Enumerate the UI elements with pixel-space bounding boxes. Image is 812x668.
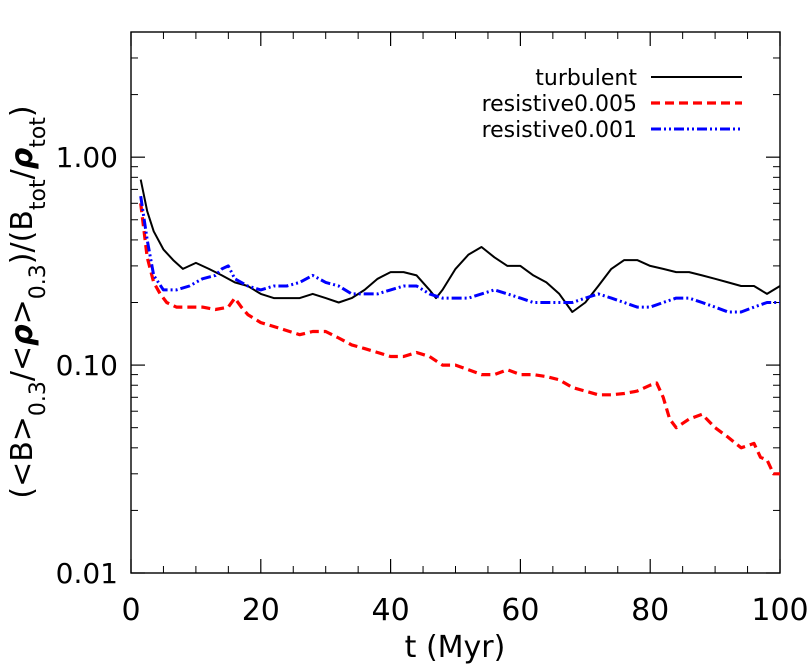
y-label-part: /< (5, 346, 40, 381)
y-label-part: ρ (5, 148, 40, 169)
y-label-part: tot (26, 117, 51, 148)
y-label-part: ) (5, 105, 40, 117)
x-tick-label: 0 (121, 593, 140, 628)
legend-label: turbulent (535, 66, 637, 91)
legend-label: resistive0.001 (482, 118, 637, 143)
x-tick-label: 20 (242, 593, 280, 628)
x-tick-label: 60 (501, 593, 539, 628)
x-axis-label: t (Myr) (405, 630, 506, 665)
x-tick-label: 80 (631, 593, 669, 628)
series-line-resistive0-001 (139, 195, 780, 314)
y-label-part: / (5, 168, 40, 179)
series-layer (139, 179, 781, 476)
y-label-part: 0.3 (26, 264, 51, 299)
y-label-part: 0.3 (26, 381, 51, 416)
y-label-part: tot (26, 179, 51, 210)
y-axis-label: (<B>0.3/<ρ>0.3)/(Btot/ρtot) (5, 105, 51, 498)
y-label-part: > (5, 299, 40, 324)
series-line-turbulent (139, 179, 781, 313)
y-label-part: ρ (5, 324, 40, 345)
axis-ticks: 0 20 40 60 80 100 0.01 0.10 1.00 (56, 31, 809, 628)
y-label-part: )/(B (5, 210, 40, 264)
legend-label: resistive0.005 (482, 92, 637, 117)
y-tick-label: 0.10 (56, 349, 118, 382)
plot-frame (130, 31, 781, 574)
x-tick-label: 100 (751, 593, 808, 628)
series-line-resistive0-005 (139, 203, 780, 476)
x-tick-label: 40 (372, 593, 410, 628)
y-label-part: (<B> (5, 416, 40, 499)
y-tick-label: 0.01 (56, 557, 118, 590)
y-tick-label: 1.00 (56, 141, 118, 174)
